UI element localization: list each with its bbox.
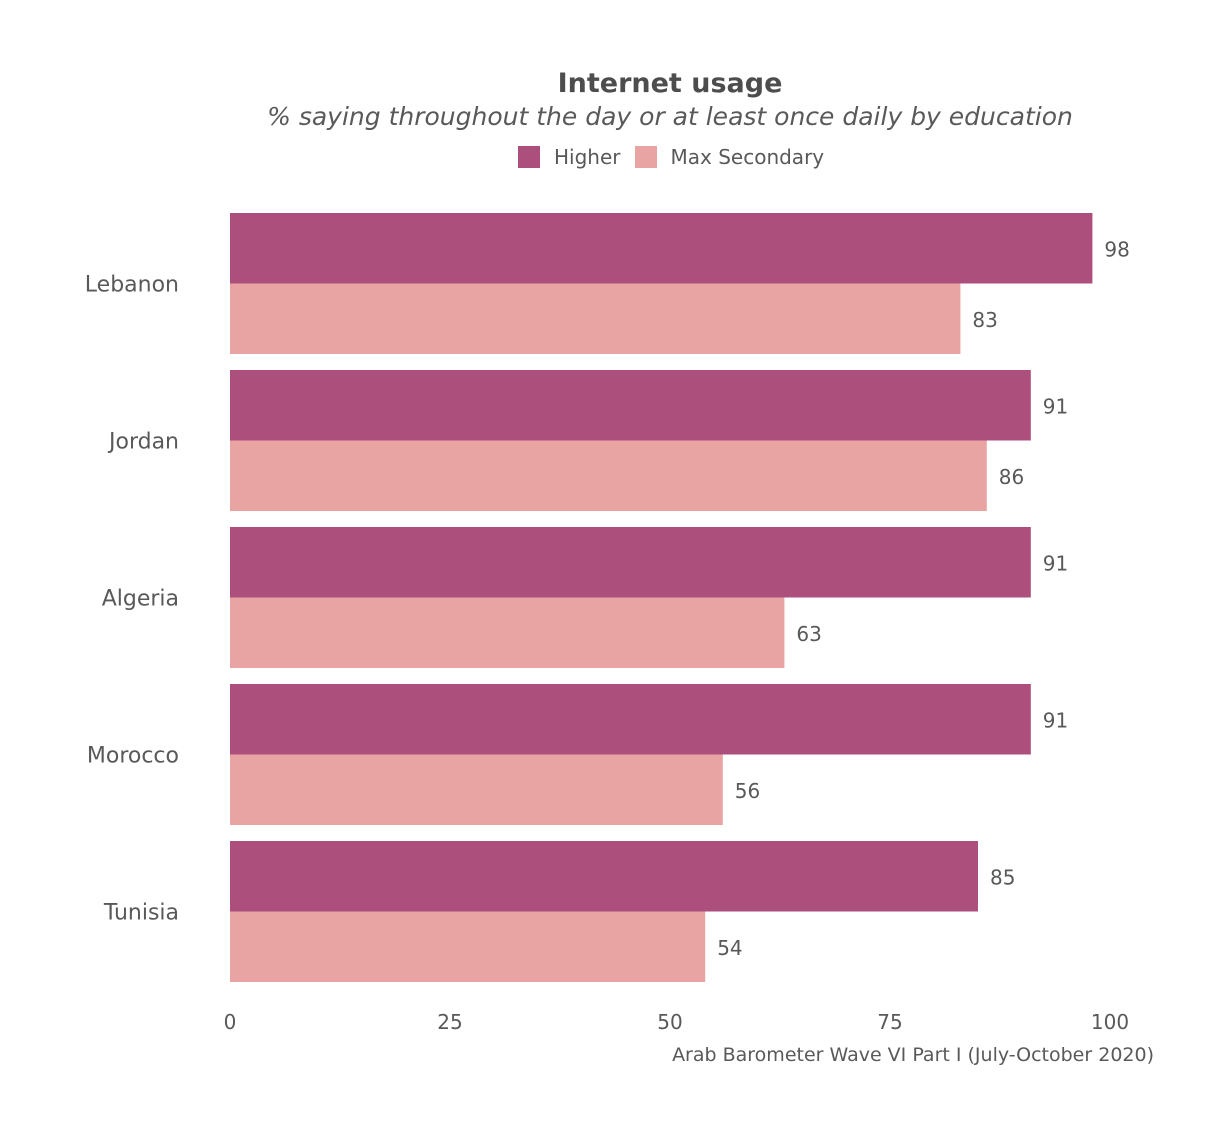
category-label: Morocco: [87, 744, 179, 769]
x-tick-label: 75: [877, 1010, 902, 1034]
data-label: 83: [972, 308, 997, 332]
category-label: Tunisia: [103, 901, 179, 926]
data-label: 54: [717, 936, 742, 960]
x-tick-label: 50: [657, 1010, 682, 1034]
data-label: 85: [990, 865, 1015, 889]
category-label: Lebanon: [85, 273, 179, 298]
x-tick-label: 0: [224, 1010, 237, 1034]
bar-higher: [230, 684, 1031, 755]
legend-item-max-secondary: Max Secondary: [634, 145, 825, 169]
data-label: 98: [1104, 237, 1129, 261]
legend-label-max-secondary: Max Secondary: [670, 145, 825, 169]
chart-subtitle: % saying throughout the day or at least …: [267, 102, 1073, 131]
data-label: 56: [735, 779, 760, 803]
legend-label-higher: Higher: [554, 145, 621, 169]
data-label: 91: [1043, 551, 1068, 575]
x-tick-label: 25: [437, 1010, 462, 1034]
bar-higher: [230, 841, 978, 912]
data-label: 86: [999, 465, 1024, 489]
bar-max-secondary: [230, 597, 785, 668]
category-label: Jordan: [107, 430, 179, 455]
bar-max-secondary: [230, 440, 987, 511]
bar-higher: [230, 213, 1093, 284]
data-label: 91: [1043, 708, 1068, 732]
x-tick-label: 100: [1091, 1010, 1129, 1034]
category-label: Algeria: [102, 587, 179, 612]
chart-title: Internet usage: [557, 68, 783, 99]
bar-max-secondary: [230, 911, 706, 982]
legend-swatch-max-secondary: [634, 146, 657, 168]
bar-higher: [230, 370, 1031, 441]
legend: Higher Max Secondary: [518, 145, 838, 169]
legend-swatch-higher: [518, 146, 540, 168]
data-label: 63: [796, 622, 821, 646]
bar-higher: [230, 527, 1031, 598]
chart-caption: Arab Barometer Wave VI Part I (July-Octo…: [672, 1044, 1154, 1066]
data-label: 91: [1043, 394, 1068, 418]
legend-item-higher: Higher: [518, 145, 621, 169]
bar-max-secondary: [230, 283, 961, 354]
bar-max-secondary: [230, 754, 723, 825]
